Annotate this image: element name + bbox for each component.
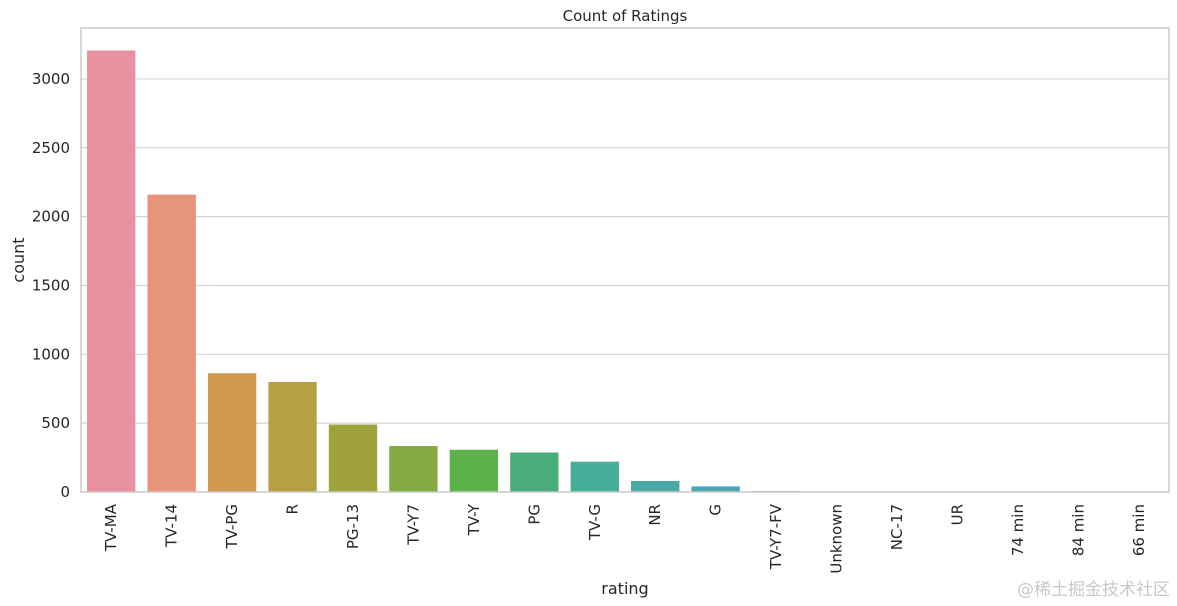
- bar-r: [268, 381, 317, 492]
- x-tick-label: UR: [948, 504, 966, 525]
- x-tick-label: TV-MA: [102, 503, 120, 552]
- y-axis-label: count: [9, 237, 28, 282]
- bar-pg-13: [328, 424, 378, 492]
- y-tick-label: 2000: [32, 208, 70, 226]
- y-tick-label: 2500: [32, 139, 70, 157]
- x-tick-label: PG: [525, 504, 543, 525]
- bar-tv-y: [449, 449, 499, 492]
- x-tick-label: R: [284, 504, 302, 514]
- x-tick-label: NR: [646, 504, 664, 526]
- bar-pg: [510, 452, 559, 492]
- bar-tv-pg: [207, 373, 257, 492]
- y-tick-label: 3000: [32, 70, 70, 88]
- watermark-text: @稀土掘金技术社区: [1017, 580, 1170, 600]
- x-tick-label: TV-G: [586, 504, 604, 541]
- bar-nr: [631, 480, 680, 492]
- plot-area: [81, 28, 1169, 492]
- x-tick-label: TV-14: [163, 504, 181, 548]
- x-tick-label: PG-13: [344, 504, 362, 549]
- y-tick-label: 500: [41, 414, 70, 432]
- x-tick-label: Unknown: [828, 504, 846, 574]
- bars: [87, 50, 1163, 493]
- y-tick-label: 1500: [32, 276, 70, 294]
- chart-title: Count of Ratings: [563, 7, 688, 25]
- x-tick-label: TV-Y7-FV: [767, 503, 785, 570]
- x-axis-label: rating: [601, 579, 648, 598]
- x-tick-label: TV-Y7: [404, 504, 422, 546]
- bar-tv-g: [570, 461, 619, 492]
- y-tick-label: 1000: [32, 345, 70, 363]
- bar-g: [691, 486, 740, 492]
- y-tick-label: 0: [60, 483, 70, 501]
- x-tick-label: 74 min: [1009, 504, 1027, 556]
- x-tick-label: 66 min: [1130, 504, 1148, 556]
- bar-tv-ma: [87, 50, 136, 493]
- x-tick-label: TV-PG: [223, 504, 241, 550]
- x-tick-label: 84 min: [1069, 504, 1087, 556]
- plot-frame: [80, 27, 1170, 493]
- bar-tv-14: [147, 194, 196, 492]
- x-tick-label: G: [707, 504, 725, 516]
- bar-tv-y7: [389, 446, 438, 492]
- x-tick-labels: TV-MA TV-14 TV-PG R PG-13 TV-Y7 TV-Y PG TV-G NR G T…: [102, 503, 1148, 573]
- x-tick-label: NC-17: [888, 504, 906, 550]
- y-tick-labels: 0 500 1000 1500 2000 2500 3000: [32, 70, 70, 501]
- x-tick-label: TV-Y: [465, 503, 483, 536]
